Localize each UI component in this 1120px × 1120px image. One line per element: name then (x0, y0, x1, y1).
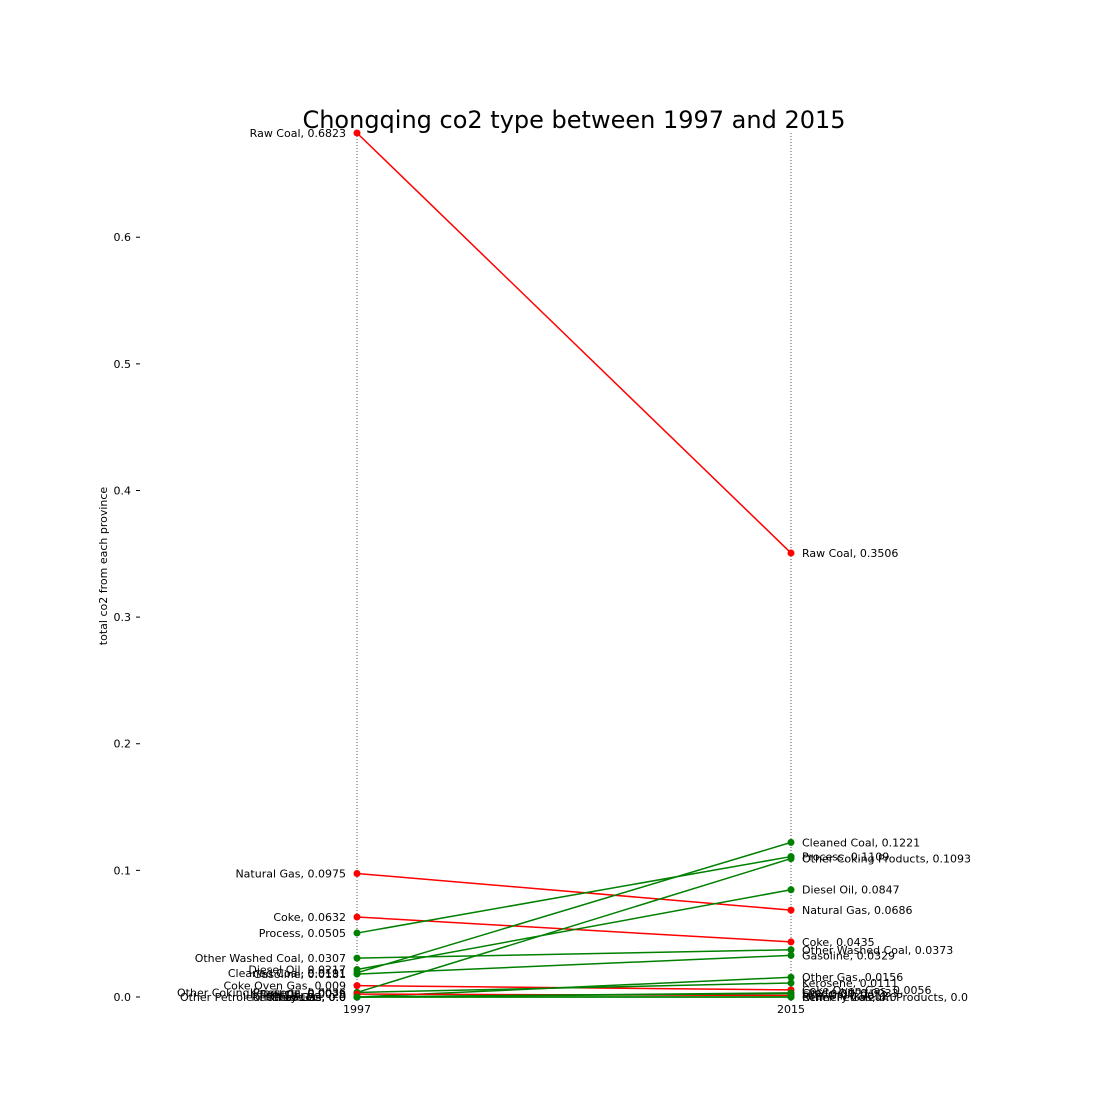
label-1997-diesel-oil: Diesel Oil, 0.0217 (248, 964, 346, 977)
label-2015-cleaned-coal: Cleaned Coal, 0.1221 (802, 836, 920, 849)
series-lines (356, 132, 792, 998)
label-2015-raw-coal: Raw Coal, 0.3506 (802, 547, 898, 560)
series-point-2015-diesel-oil (787, 886, 795, 894)
series-point-2015-raw-coal (787, 549, 795, 557)
label-1997-crude-oil: Crude Oil, 0.0 (270, 991, 346, 1004)
label-2015-gasoline: Gasoline, 0.0329 (802, 949, 895, 962)
label-2015-natural-gas: Natural Gas, 0.0686 (802, 904, 913, 917)
label-1997-lpg: LPG, 0.0 (300, 991, 346, 1004)
label-2015-coke-oven-gas: Coke Oven Gas, 0.0056 (802, 984, 932, 997)
series-point-1997-coke-oven-gas (353, 982, 361, 990)
y-tick-label: 0.1 (114, 864, 132, 877)
label-1997-other-petroleum-products: Other Petroleum Products, 0.0 (180, 991, 346, 1004)
label-1997-process: Process, 0.0505 (259, 927, 346, 940)
series-point-1997-raw-coal (353, 129, 361, 137)
label-2015-kerosene: Kerosene, 0.0111 (802, 977, 898, 990)
label-2015-coke: Coke, 0.0435 (802, 936, 875, 949)
series-point-2015-other-petroleum-products (787, 993, 795, 1001)
label-2015-other-gas: Other Gas, 0.0156 (802, 971, 903, 984)
label-1997-other-washed-coal: Other Washed Coal, 0.0307 (195, 952, 346, 965)
y-axis-label: total co2 from each province (97, 487, 110, 646)
y-axis: 0.0 0.1 0.2 0.3 0.4 0.5 0.6 (114, 231, 140, 1004)
series-labels: Raw Coal, 0.6823 Raw Coal, 0.3506 Natural … (177, 127, 971, 1004)
series-point-2015-coke (787, 938, 795, 946)
series-point-1997-other-washed-coal (353, 954, 361, 962)
series-point-1997-process (353, 929, 361, 937)
series-point-1997-gasoline (353, 970, 361, 978)
series-line-gasoline (356, 954, 792, 975)
x-axis: 1997 2015 (343, 997, 805, 1016)
series-line-cleaned-coal (356, 841, 792, 974)
y-tick-label: 0.3 (114, 611, 132, 624)
label-2015-crude-oil: Crude Oil, 0.0033 (802, 987, 899, 1000)
x-tick-label: 2015 (777, 1003, 805, 1016)
year-guide-lines (356, 133, 792, 997)
series-point-1997-natural-gas (353, 870, 361, 878)
y-tick-label: 0.0 (114, 991, 132, 1004)
label-1997-gasoline: Gasoline, 0.0181 (253, 968, 346, 981)
label-1997-other-gas: Other Gas, 0.0 (266, 991, 346, 1004)
series-point-1997-coke (353, 913, 361, 921)
label-2015-lpg: LPG, 0.0027 (802, 988, 869, 1001)
label-1997-fuel-oil: Fuel Oil, 0.0023 (260, 988, 346, 1001)
y-tick-label: 0.6 (114, 231, 132, 244)
label-2015-fuel-oil: Fuel Oil, 0.0012 (802, 989, 888, 1002)
series-point-1997-other-petroleum-products (353, 993, 361, 1001)
series-point-2015-gasoline (787, 951, 795, 959)
series-point-2015-cleaned-coal (787, 838, 795, 846)
series-point-2015-other-gas (787, 973, 795, 981)
label-2015-refinery-gas: Refinery Gas, 0.0 (802, 991, 897, 1004)
series-line-natural-gas (356, 872, 792, 911)
label-2015-other-washed-coal: Other Washed Coal, 0.0373 (802, 944, 953, 957)
y-tick-label: 0.2 (114, 738, 132, 751)
series-line-process (356, 855, 792, 934)
chart-title: Chongqing co2 type between 1997 and 2015 (302, 106, 845, 134)
label-1997-other-coking-products: Other Coking Products, 0.0036 (177, 986, 346, 999)
series-point-2015-kerosene (787, 979, 795, 987)
series-line-other-coking-products (356, 857, 792, 994)
y-tick-label: 0.4 (114, 484, 132, 497)
label-1997-refinery-gas: Refinery Gas, 0.0 (251, 991, 346, 1004)
series-line-diesel-oil (356, 889, 792, 971)
x-tick-label: 1997 (343, 1003, 371, 1016)
label-2015-other-coking-products: Other Coking Products, 0.1093 (802, 853, 971, 866)
label-1997-coke-oven-gas: Coke Oven Gas, 0.009 (223, 980, 346, 993)
label-1997-coke: Coke, 0.0632 (273, 911, 346, 924)
label-2015-other-petroleum-products: Other Petroleum Products, 0.0 (802, 991, 968, 1004)
series-line-raw-coal (356, 132, 792, 554)
label-1997-natural-gas: Natural Gas, 0.0975 (235, 868, 346, 881)
series-point-2015-other-coking-products (787, 855, 795, 863)
label-1997-cleaned-coal: Cleaned Coal, 0.0191 (228, 967, 346, 980)
series-points (353, 129, 795, 1001)
label-1997-kerosene: Kerosene, 0.0036 (250, 986, 346, 999)
y-tick-label: 0.5 (114, 358, 132, 371)
series-point-2015-natural-gas (787, 906, 795, 914)
series-point-2015-other-washed-coal (787, 946, 795, 954)
label-1997-raw-coal: Raw Coal, 0.6823 (250, 127, 346, 140)
label-2015-diesel-oil: Diesel Oil, 0.0847 (802, 884, 900, 897)
label-2015-process: Process, 0.1109 (802, 851, 889, 864)
